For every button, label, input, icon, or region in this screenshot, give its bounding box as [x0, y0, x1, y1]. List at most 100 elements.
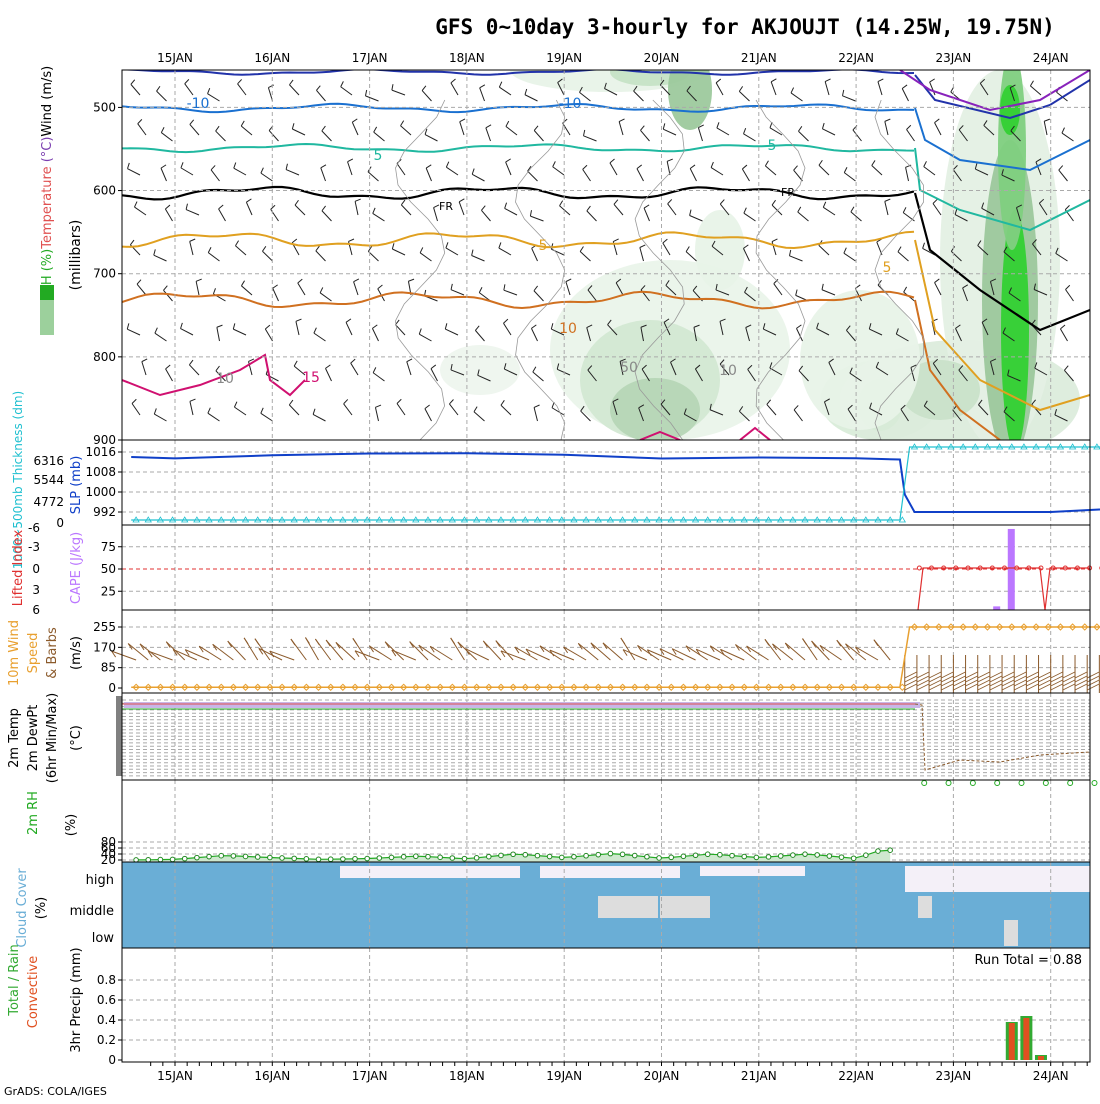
wind-barb [375, 405, 381, 407]
wind-barb [885, 121, 888, 135]
wind-barb [134, 207, 146, 215]
wind-barb [425, 409, 432, 421]
wind-barb [717, 128, 729, 135]
wind-barb [128, 169, 140, 175]
rh-marker [414, 854, 419, 859]
wind-barb [613, 239, 618, 242]
axis-label-part: (°C) [40, 137, 55, 167]
wind-barb [320, 293, 331, 301]
wind-barb [295, 205, 305, 215]
wind-barb [534, 291, 544, 301]
wind-barb [451, 284, 452, 290]
wind-barb [410, 642, 428, 660]
pressure-tick-label: 800 [93, 350, 116, 364]
wind-barb [322, 206, 326, 211]
rh-marker [304, 857, 309, 862]
wind-barb [796, 290, 797, 296]
wind-barb [591, 643, 611, 660]
upper-ylabel-units: (millibars) [68, 220, 84, 291]
wind-barb [822, 123, 824, 129]
wind-barb [374, 132, 385, 141]
rh-marker [511, 852, 516, 857]
wind-barb [234, 407, 246, 415]
wind-barb [610, 159, 615, 163]
contour-label: 50 [620, 360, 638, 376]
wind-barb [460, 119, 465, 122]
wind-barb [716, 79, 721, 83]
wind-barb [1062, 133, 1074, 141]
wind-barb [564, 647, 586, 660]
wind-barb [352, 122, 358, 135]
lifted-index-marker [917, 566, 921, 570]
wind-barb [1060, 329, 1067, 341]
wind-barb [138, 124, 146, 135]
precip-convective-bar [1023, 1018, 1029, 1060]
precip-convective-bar [1009, 1023, 1015, 1060]
wind-barb [480, 88, 485, 101]
wind-barb [823, 202, 825, 207]
cloud-gap [340, 866, 520, 878]
wind-barb [525, 89, 527, 95]
wind-barb [924, 161, 927, 166]
wind-barb [1030, 86, 1041, 95]
rh-marker [742, 854, 747, 859]
wind-barb [533, 372, 544, 381]
wind-barb [155, 333, 167, 341]
wind-barb [474, 407, 477, 412]
wind-barb [503, 319, 507, 323]
rh-marker [693, 853, 698, 858]
wind-barb [316, 90, 325, 101]
wind-barb [161, 127, 164, 132]
wind-barb [898, 252, 909, 261]
wind-barb [213, 288, 215, 294]
rh-marker [365, 856, 370, 861]
wind-barb [451, 83, 458, 95]
cloud-level-label: middle [70, 904, 114, 919]
wind-barb [352, 119, 357, 122]
wind-barb [744, 213, 756, 221]
wind-barb [233, 323, 235, 329]
wind-barb [286, 164, 287, 170]
panel-frame [122, 948, 1090, 1062]
wind-barb [898, 247, 901, 252]
wind-barb [1060, 325, 1065, 329]
wind-barb [154, 414, 166, 421]
wind-barb [798, 126, 801, 131]
wind-barb [128, 643, 148, 660]
wind-barb [351, 359, 356, 363]
rh-marker [195, 855, 200, 860]
wind-barb [716, 83, 723, 95]
rh-marker [389, 855, 394, 860]
precip-ylabel: 3hr Precip (mm) [69, 947, 84, 1052]
wind-barb [262, 246, 265, 251]
wind-barb [131, 84, 140, 95]
wind-barb [907, 125, 911, 129]
contour-label: 15 [302, 370, 320, 386]
rh-marker [328, 857, 333, 862]
wind-barb [472, 169, 474, 175]
date-label: 19JAN [546, 51, 582, 65]
wind-barb [933, 204, 941, 215]
wind-barb [196, 281, 199, 295]
wind-barb [480, 85, 485, 88]
wind-barb [935, 123, 941, 135]
wind-barb [373, 213, 385, 221]
date-label: 21JAN [741, 51, 777, 65]
rh-marker [292, 856, 297, 861]
wind-barb [234, 163, 236, 169]
wind-barb [486, 128, 491, 141]
contour-label: 10 [719, 363, 737, 379]
wind-barb [313, 414, 325, 421]
wind-barb [610, 163, 617, 175]
wind-barb [401, 126, 411, 135]
wind-barb [344, 399, 348, 403]
wind-barb [219, 209, 226, 221]
wind-barb [1065, 205, 1069, 209]
wind-barb [208, 247, 211, 252]
wind-barb [155, 328, 157, 333]
wind-barb [506, 162, 511, 175]
date-label: 24JAN [1033, 1069, 1069, 1083]
rh-marker [681, 854, 686, 859]
wind-barb [501, 400, 504, 405]
